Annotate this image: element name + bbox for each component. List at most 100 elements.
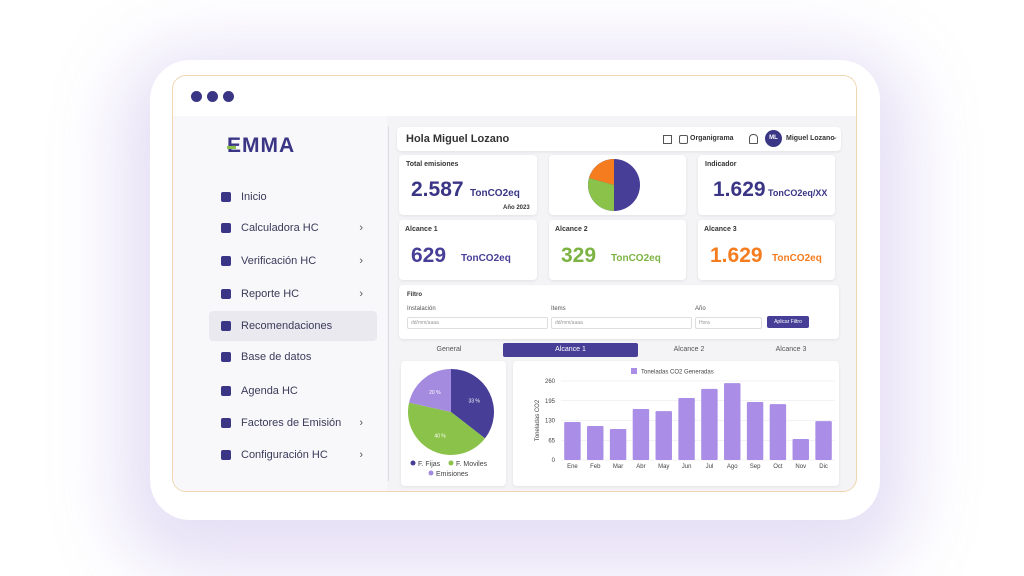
nav-label[interactable]: Recomendaciones — [241, 320, 333, 332]
field-label: Instalación — [407, 306, 436, 312]
chevron[interactable]: › — [359, 288, 363, 300]
nav-label[interactable]: Calculadora HC — [241, 222, 319, 234]
scope-unit: TonCO2eq — [611, 253, 661, 264]
nav-icon — [221, 223, 231, 233]
nav-item[interactable]: Recomendaciones — [209, 311, 377, 341]
nav-icon — [221, 450, 231, 460]
bar — [769, 404, 787, 460]
sidebar: EMMA Inicio Calculadora HC › Verificación H… — [173, 116, 387, 491]
header: Hola Miguel Lozano Organigrama ML Miguel… — [397, 127, 841, 151]
chevron[interactable]: › — [359, 255, 363, 267]
chevron[interactable]: › — [359, 417, 363, 429]
chevron[interactable]: ⌄ — [832, 134, 838, 141]
nav-icon — [221, 418, 231, 428]
tab[interactable]: Alcance 1 — [503, 343, 638, 357]
card-title: Total emisiones — [406, 161, 459, 168]
nav-item[interactable]: Configuración HC › — [209, 440, 377, 470]
x-tick-label: Ago — [727, 464, 738, 470]
bar — [701, 388, 718, 460]
browser-window: EMMA Inicio Calculadora HC › Verificación H… — [172, 75, 857, 492]
nav-icon — [221, 386, 231, 396]
icon[interactable] — [679, 135, 688, 144]
nav-item[interactable]: Verificación HC › — [209, 246, 377, 276]
field-input[interactable]: dd/mm/aaaa — [551, 317, 692, 329]
tab[interactable]: General — [436, 346, 462, 353]
nav-item[interactable]: Factores de Emisión › — [209, 408, 377, 438]
card-unit: TonCO2eq — [470, 188, 520, 199]
pie-label: 40 % — [434, 433, 446, 439]
x-tick-label: Sep — [750, 464, 761, 470]
scope-title: Alcance 2 — [555, 226, 588, 233]
filter-panel: Filtro Aplicar Filtro Instalación dd/mm/a… — [399, 285, 839, 339]
legend-dot — [448, 460, 454, 466]
nav-icon — [221, 256, 231, 266]
window-dot — [207, 91, 218, 102]
x-tick-label: Jul — [706, 464, 714, 470]
bar — [678, 398, 695, 460]
scope-value: 1.629 — [710, 244, 763, 267]
nav-label[interactable]: Factores de Emisión — [241, 417, 342, 429]
bar — [815, 421, 832, 460]
title-bar — [173, 76, 856, 116]
avatar[interactable]: ML — [765, 130, 782, 147]
nav-label[interactable]: Base de datos — [241, 351, 312, 363]
tab[interactable]: Alcance 3 — [775, 346, 807, 353]
scope-value: 629 — [411, 244, 447, 267]
legend-label: F. Moviles — [456, 461, 488, 468]
window-dot — [191, 91, 202, 102]
pie-chart: 33 % 40 % 20 % F. Fijas F. Moviles Emisiones — [408, 369, 494, 478]
mini-pie-slice — [589, 159, 614, 185]
nav-label[interactable]: Configuración HC — [241, 449, 328, 461]
nav-label[interactable]: Verificación HC — [241, 255, 317, 267]
nav-item[interactable]: Reporte HC › — [209, 279, 377, 309]
y-tick-label: 65 — [548, 438, 555, 444]
chevron[interactable]: › — [359, 449, 363, 461]
logo: EMMA — [227, 134, 296, 157]
field-input[interactable]: Hora — [695, 317, 762, 329]
mini-pie-slice — [588, 178, 614, 211]
y-tick-label: 260 — [545, 379, 556, 385]
scope-unit: TonCO2eq — [772, 253, 822, 264]
scope-value: 329 — [561, 244, 597, 267]
nav-label[interactable]: Agenda HC — [241, 385, 298, 397]
x-tick-label: Nov — [795, 464, 806, 470]
legend-label: Emisiones — [436, 471, 469, 478]
chevron[interactable]: › — [359, 222, 363, 234]
y-axis-label: Toneladas CO2 — [535, 399, 541, 441]
scope-title: Alcance 1 — [405, 226, 438, 233]
scope-title: Alcance 3 — [704, 226, 737, 233]
tab[interactable]: Alcance 2 — [673, 346, 705, 353]
mini-pie — [588, 159, 640, 211]
user-name[interactable]: Miguel Lozano — [786, 135, 835, 142]
nav-item[interactable]: Base de datos — [209, 342, 377, 372]
bar — [609, 429, 627, 460]
x-tick-label: Feb — [590, 464, 601, 470]
pie-panel: 33 % 40 % 20 % F. Fijas F. Moviles Emisiones — [401, 361, 506, 486]
bar — [655, 411, 672, 460]
nav-item[interactable]: Inicio — [209, 182, 377, 212]
org-link[interactable]: Organigrama — [690, 135, 734, 142]
card-value: 1.629 — [713, 178, 766, 201]
card: Indicador 1.629 TonCO2eq/XX — [698, 155, 835, 215]
nav-icon — [221, 352, 231, 362]
logo-accent — [227, 146, 236, 149]
nav-item[interactable]: Calculadora HC › — [209, 213, 377, 243]
x-tick-label: Jun — [682, 464, 692, 470]
x-tick-label: May — [658, 464, 669, 470]
scope-card: Alcance 2 329 TonCO2eq — [549, 220, 686, 280]
filter-title: Filtro — [407, 292, 422, 298]
nav-label[interactable]: Inicio — [241, 191, 267, 203]
icon — [663, 135, 672, 144]
nav-item[interactable]: Agenda HC — [209, 376, 377, 406]
legend-dot — [410, 460, 416, 466]
x-tick-label: Dic — [819, 464, 828, 470]
bar — [587, 425, 604, 460]
bell-icon[interactable] — [749, 134, 758, 144]
nav-label[interactable]: Reporte HC — [241, 288, 300, 300]
bar — [746, 401, 764, 460]
bar — [564, 422, 581, 460]
scope-card: Alcance 1 629 TonCO2eq — [399, 220, 537, 280]
card-note: Año 2023 — [503, 205, 530, 211]
field-input[interactable]: dd/mm/aaaa — [407, 317, 548, 329]
apply-button[interactable]: Aplicar Filtro — [767, 316, 809, 328]
